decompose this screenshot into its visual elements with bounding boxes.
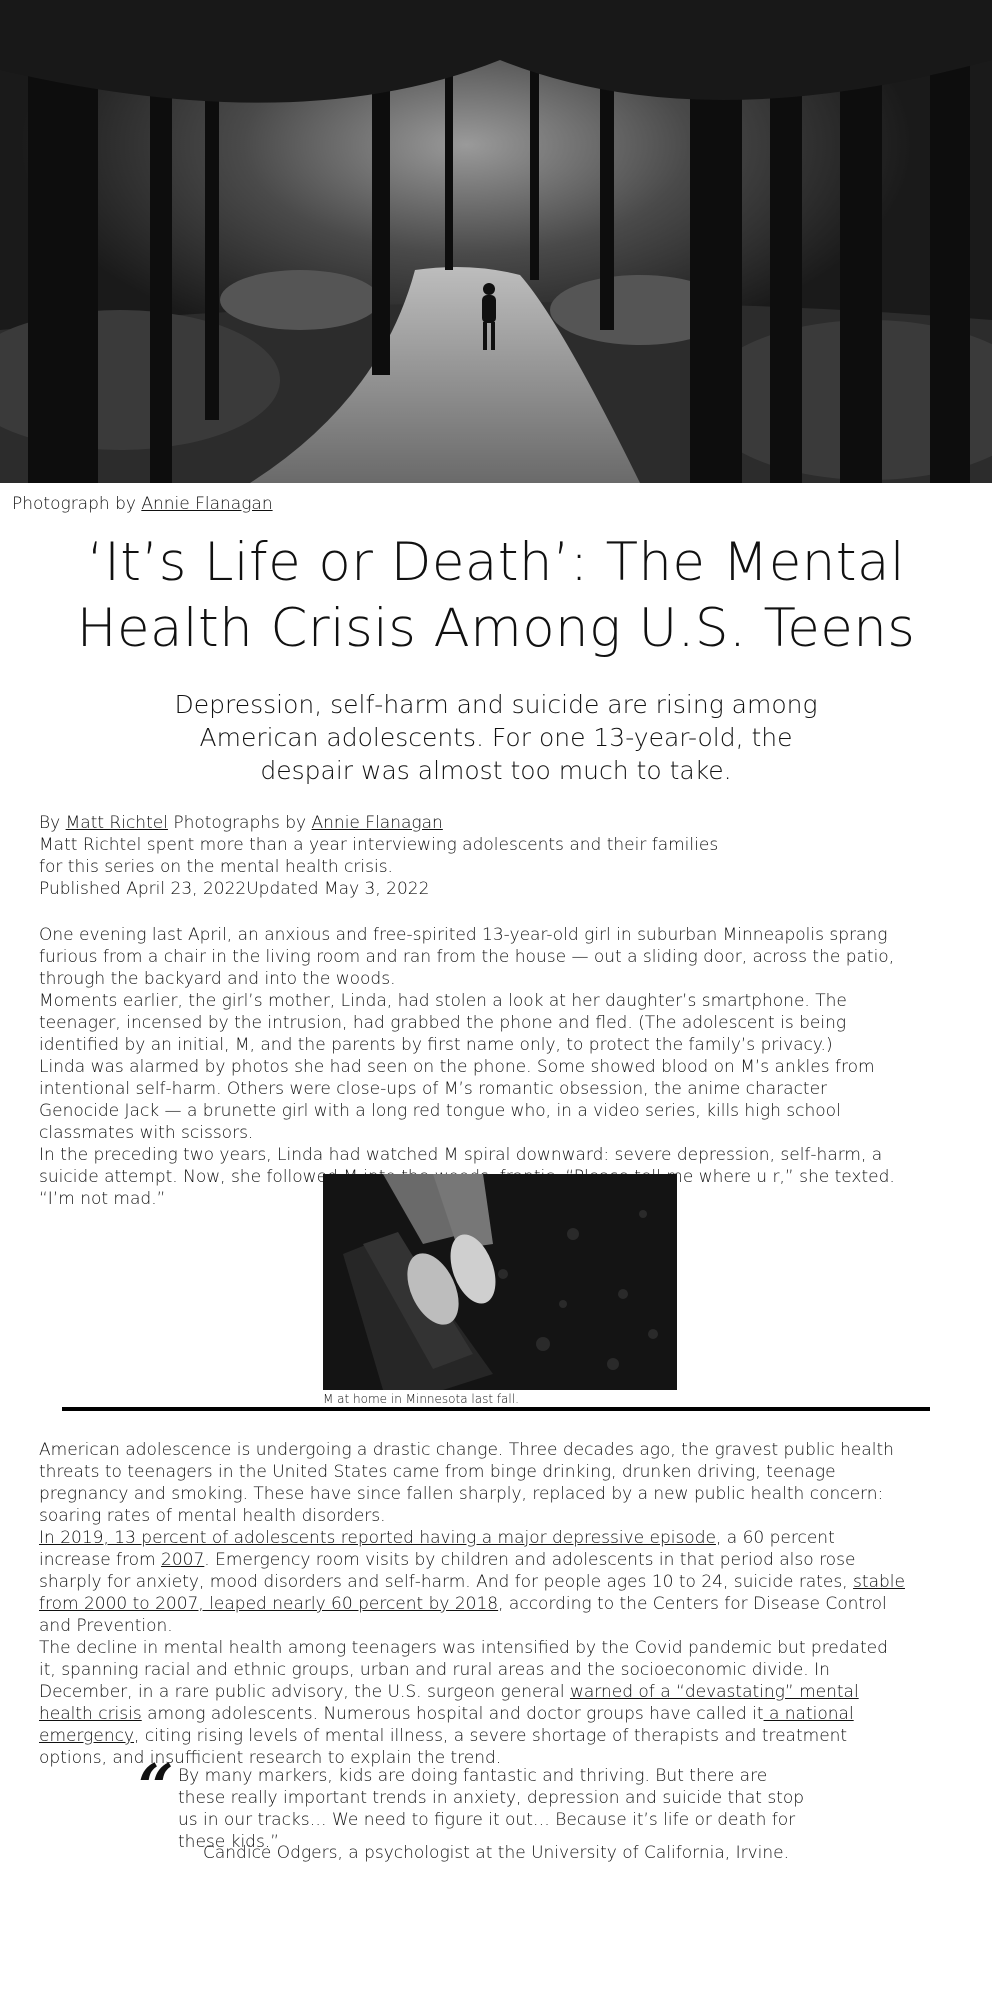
paragraph-text: , a 60 percent increase from [39, 1528, 835, 1570]
depression-stat-link[interactable]: In 2019, 13 percent of adolescents repor… [39, 1528, 716, 1548]
article-body-main: American adolescence is undergoing a dra… [39, 1439, 909, 1769]
surgeon-general-link[interactable]: warned of a “devastating” mental health … [39, 1682, 859, 1724]
body-paragraph: Moments earlier, the girl’s mother, Lind… [39, 991, 847, 1055]
paragraph-text: among adolescents. Numerous hospital and… [141, 1704, 764, 1724]
photographer-link[interactable]: Annie Flanagan [141, 494, 273, 514]
article-body-intro: One evening last April, an anxious and f… [39, 924, 909, 1210]
byline-note: Matt Richtel spent more than a year inte… [39, 835, 719, 877]
updated-date: Updated May 3, 2022 [246, 879, 430, 899]
pullquote-text: By many markers, kids are doing fantasti… [178, 1766, 805, 1852]
suicide-rate-link[interactable]: stable from 2000 to 2007, leaped nearly … [39, 1572, 905, 1614]
byline-photos-prefix: Photographs by [167, 813, 312, 833]
pullquote-attribution: Candice Odgers, a psychologist at the Un… [203, 1843, 789, 1863]
section-divider [62, 1407, 930, 1411]
paragraph-text: , citing rising levels of mental illness… [39, 1726, 848, 1768]
hero-photo [0, 0, 992, 483]
article-dek: Depression, self-harm and suicide are ri… [174, 690, 818, 785]
feet-on-bench-photo [323, 1174, 677, 1390]
article-meta: By Matt Richtel Photographs by Annie Fla… [39, 812, 759, 900]
body-paragraph: In 2019, 13 percent of adolescents repor… [39, 1527, 909, 1637]
quote-mark-icon: “ [138, 1750, 174, 1823]
year-2007-link[interactable]: 2007 [161, 1550, 205, 1570]
author-link[interactable]: Matt Richtel [65, 813, 168, 833]
inline-photo [323, 1174, 677, 1390]
published-date: Published April 23, 2022 [39, 879, 247, 899]
article-headline: ‘It’s Life or Death’: The Mental Health … [76, 532, 916, 659]
body-paragraph: One evening last April, an anxious and f… [39, 925, 895, 989]
paragraph-text: , according to the Centers for Disease C… [39, 1594, 887, 1636]
byline-by: By [39, 813, 66, 833]
national-emergency-link[interactable]: a national emergency [39, 1704, 854, 1746]
photo-credit: Photograph by Annie Flanagan [12, 494, 273, 514]
photo-caption: M at home in Minnesota last fall. [323, 1392, 519, 1406]
paragraph-text: The decline in mental health among teena… [39, 1638, 888, 1702]
byline: By Matt Richtel Photographs by Annie Fla… [39, 812, 759, 834]
paragraph-text: . Emergency room visits by children and … [39, 1550, 856, 1592]
body-paragraph: Linda was alarmed by photos she had seen… [39, 1057, 875, 1143]
credit-prefix: Photograph by [12, 494, 142, 514]
publish-dates: Published April 23, 2022Updated May 3, 2… [39, 878, 759, 900]
body-paragraph: The decline in mental health among teena… [39, 1637, 909, 1769]
forest-path-photo [0, 0, 992, 483]
byline-photographer-link[interactable]: Annie Flanagan [311, 813, 443, 833]
body-paragraph: American adolescence is undergoing a dra… [39, 1440, 894, 1526]
